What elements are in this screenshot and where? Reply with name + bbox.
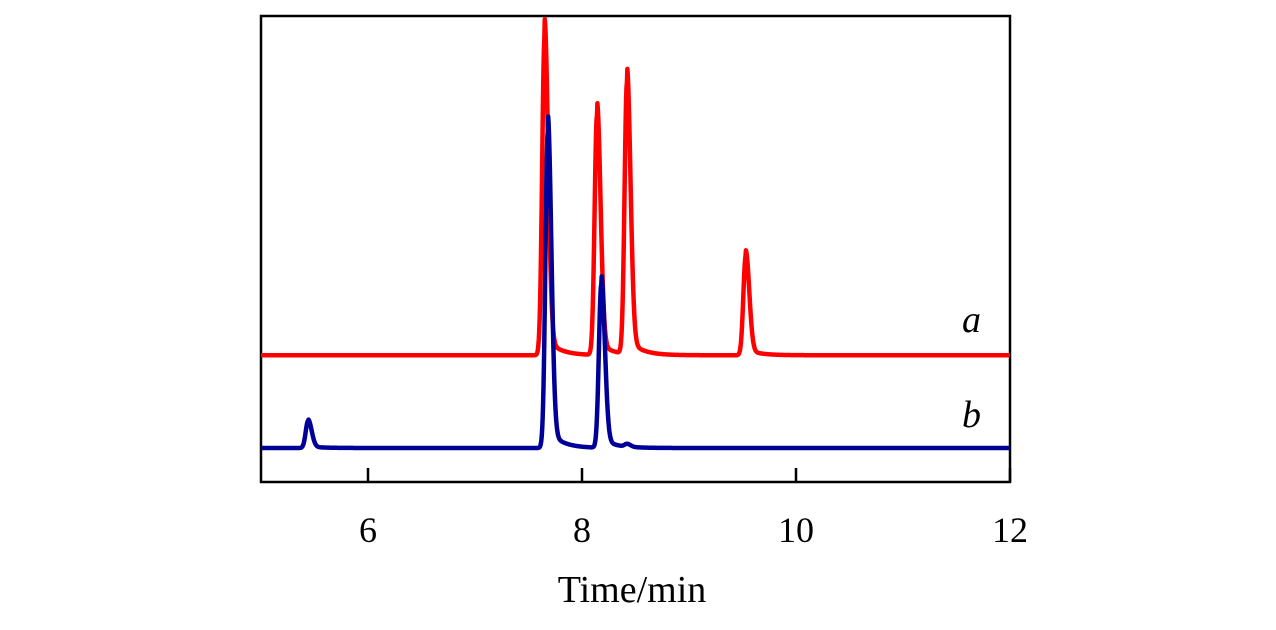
- series-label-a: a: [962, 299, 981, 341]
- series-label-b: b: [962, 394, 981, 436]
- x-axis-ticks: 6 8 10 12: [359, 468, 1028, 550]
- plot-frame: [259, 14, 1012, 484]
- x-axis-title: Time/min: [558, 569, 707, 611]
- x-tick-label: 6: [359, 510, 377, 550]
- series-line-a: [259, 17, 1012, 358]
- x-tick-label: 12: [992, 510, 1028, 550]
- x-tick-label: 8: [573, 510, 591, 550]
- series-layer: [259, 17, 1012, 451]
- x-tick-label: 10: [778, 510, 814, 550]
- series-line-b: [259, 114, 1012, 451]
